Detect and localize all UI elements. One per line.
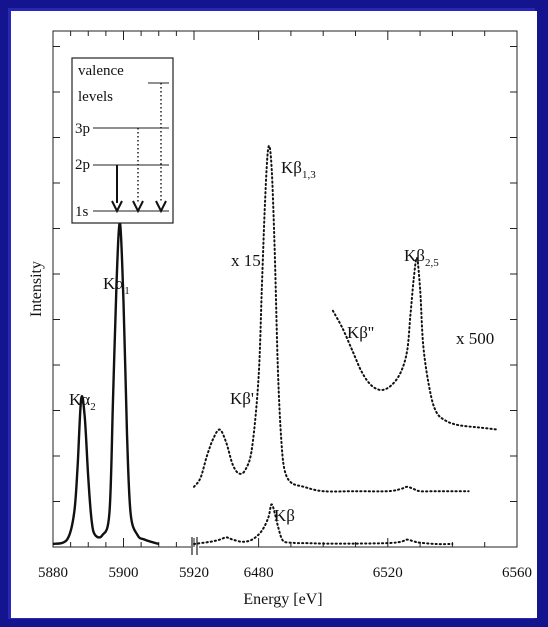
inset-label-3p: 3p <box>75 121 90 137</box>
inset-label-1s: 1s <box>75 204 89 220</box>
x-tick-label: 5880 <box>38 565 68 581</box>
series-line-k- <box>193 503 454 546</box>
series-line-k-x-500 <box>331 256 499 431</box>
inset-box <box>71 57 174 224</box>
label-kb-double-prime: Kβ'' <box>347 323 374 342</box>
inset-label-2p: 2p <box>75 157 90 173</box>
x-tick-label: 6560 <box>502 565 532 581</box>
y-axis-label: Intensity <box>28 261 45 317</box>
label-ka2: Kα2 <box>69 390 96 413</box>
label-x500: x 500 <box>456 329 494 348</box>
inset-label-valence: valence <box>78 63 124 79</box>
x-tick-label: 5900 <box>109 565 139 581</box>
plot-frame <box>52 30 518 548</box>
x-tick-label: 5920 <box>179 565 209 581</box>
label-ka1: Kα1 <box>103 274 130 297</box>
x-axis-label: Energy [eV] <box>243 591 322 608</box>
x-tick-label: 6480 <box>244 565 274 581</box>
series-line-k-x-15 <box>193 144 470 493</box>
inset-label-levels: levels <box>78 89 113 105</box>
label-x15: x 15 <box>231 251 261 270</box>
inset-arrow-3p-1s-head <box>132 200 144 214</box>
label-kb-prime: Kβ' <box>230 389 254 408</box>
label-kb: Kβ <box>274 506 295 525</box>
chart-panel: 5880 5900 5920 6480 6520 6560 Energy [eV] Inte… <box>11 11 537 618</box>
label-kb25: Kβ2,5 <box>404 246 439 269</box>
series-line-k- <box>52 221 160 546</box>
label-kb13: Kβ1,3 <box>281 158 316 181</box>
axis-break-gap <box>191 537 199 555</box>
inset-arrow-valence-1s-head <box>155 200 167 214</box>
inset-arrow-2p-1s-head <box>111 200 123 214</box>
x-tick-label: 6520 <box>373 565 403 581</box>
spectrum-chart: 5880 5900 5920 6480 6520 6560 Energy [eV] Inte… <box>28 30 532 608</box>
